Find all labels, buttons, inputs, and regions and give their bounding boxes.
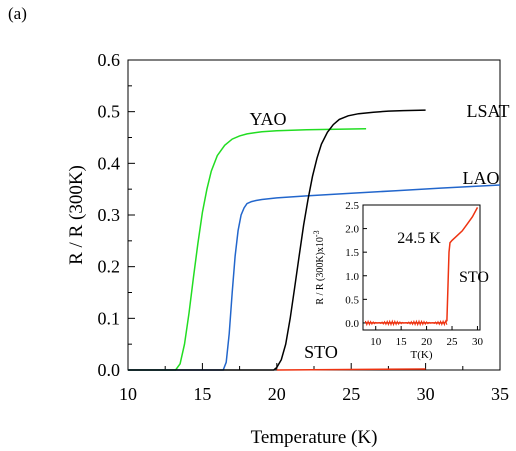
y-tick-label: 0.0	[98, 360, 121, 380]
inset-x-tick-label: 10	[370, 336, 382, 348]
series-line-yao	[128, 127, 367, 371]
panel-label: (a)	[8, 4, 27, 23]
y-tick-label: 0.3	[98, 205, 121, 225]
inset-x-tick-label: 15	[396, 336, 408, 348]
x-tick-label: 15	[193, 384, 211, 404]
y-tick-label: 0.2	[98, 257, 121, 277]
y-axis-label: R / R (300K)	[66, 165, 87, 265]
inset-x-tick-label: 30	[472, 336, 484, 348]
inset-y-tick-label: 2.5	[345, 200, 359, 212]
x-tick-label: 10	[119, 384, 137, 404]
y-tick-label: 0.1	[98, 308, 121, 328]
inset-frame	[362, 204, 481, 331]
series-line-lsat	[128, 109, 426, 371]
inset-series-label-sto: STO	[459, 269, 489, 286]
y-tick-label: 0.5	[98, 102, 121, 122]
series-label-lao: LAO	[463, 168, 500, 188]
x-tick-label: 20	[268, 384, 286, 404]
inset-x-axis-label: T(K)	[411, 349, 433, 361]
inset-series-line-sto	[365, 207, 479, 324]
y-tick-label: 0.6	[98, 50, 121, 70]
inset-y-tick-label: 2.0	[345, 224, 359, 236]
inset-y-axis-label: R / R (300K)x10-3	[312, 230, 327, 304]
x-tick-label: 30	[417, 384, 435, 404]
inset-x-tick-label: 25	[447, 336, 459, 348]
inset-y-tick-label: 1.5	[345, 247, 359, 259]
inset-baseline-noise	[365, 319, 448, 327]
inset-y-tick-label: 1.0	[345, 271, 359, 283]
y-tick-label: 0.4	[98, 153, 121, 173]
series-line-sto	[276, 368, 426, 371]
series-line-lao	[128, 184, 501, 371]
inset-y-tick-label: 0.0	[345, 318, 359, 330]
series-label-sto: STO	[304, 342, 338, 362]
inset-y-tick-label: 0.5	[345, 294, 359, 306]
x-tick-label: 35	[491, 384, 509, 404]
series-label-lsat: LSAT	[466, 101, 509, 121]
x-axis-label: Temperature (K)	[251, 427, 378, 448]
inset-annotation-tc: 24.5 K	[397, 230, 441, 247]
inset-x-tick-label: 20	[421, 336, 433, 348]
x-tick-label: 25	[342, 384, 360, 404]
series-label-yao: YAO	[249, 109, 286, 129]
